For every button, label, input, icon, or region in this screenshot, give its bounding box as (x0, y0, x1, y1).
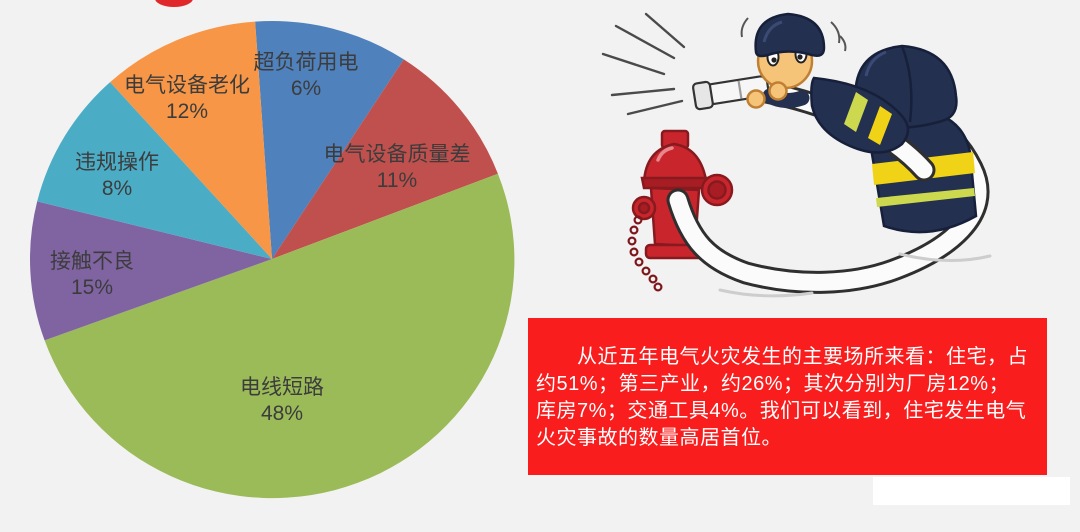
water-spray-icon (601, 12, 686, 116)
firefighter-front (740, 12, 910, 154)
pie-slice-违规操作 (37, 82, 273, 259)
pie-slice-percent: 12% (165, 100, 209, 123)
pie-slice-name: 电线短路 (240, 376, 324, 399)
pie-slice-name: 电气设备老化 (124, 74, 250, 97)
pie-slice-接触不良 (30, 201, 272, 341)
pie-slice-label: 电气设备质量差 11% (324, 142, 471, 194)
pie-slice-label: 违规操作 8% (75, 150, 159, 202)
white-strip (873, 477, 1070, 505)
pie-slice-percent: 15% (70, 276, 114, 299)
ground-shadow-lines (718, 252, 992, 298)
statistics-line: 库房7%；交通工具4%。我们可以看到，住宅发生电气 (536, 400, 1027, 422)
pie-chart (30, 21, 515, 499)
pie-slice-percent: 48% (260, 402, 304, 425)
pie-slice-电气设备质量差 (272, 59, 498, 260)
pie-slice-name: 接触不良 (50, 250, 134, 273)
hydrant-chain-icon (627, 215, 663, 292)
pie-slice-label: 电气设备老化 12% (124, 73, 250, 125)
pie-slice-label: 接触不良 15% (50, 249, 134, 301)
firefighters-illustration (601, 12, 992, 298)
pie-slice-电气设备老化 (110, 21, 272, 259)
statistics-line: 约51%；第三产业，约26%；其次分别为厂房12%； (536, 373, 1010, 395)
pie-slice-超负荷用电 (255, 21, 404, 260)
pie-slice-name: 违规操作 (75, 151, 159, 174)
statistics-text-box: 从近五年电气火灾发生的主要场所来看：住宅，占 约51%；第三产业，约26%；其次… (528, 318, 1047, 475)
pie-slice-name: 电气设备质量差 (323, 143, 471, 166)
statistics-line: 火灾事故的数量高居首位。 (536, 427, 782, 449)
red-logo-fragment (155, 0, 193, 7)
pie-slice-name: 超负荷用电 (253, 51, 359, 74)
pie-slice-percent: 8% (101, 177, 133, 200)
pie-slice-label: 超负荷用电 6% (254, 50, 359, 102)
pie-slice-percent: 6% (290, 77, 322, 100)
statistics-line: 从近五年电气火灾发生的主要场所来看：住宅，占 (536, 346, 1028, 368)
pie-slice-percent: 11% (376, 169, 418, 192)
pie-slice-label: 电线短路 48% (240, 375, 324, 427)
pie-slice-电线短路 (44, 173, 515, 499)
